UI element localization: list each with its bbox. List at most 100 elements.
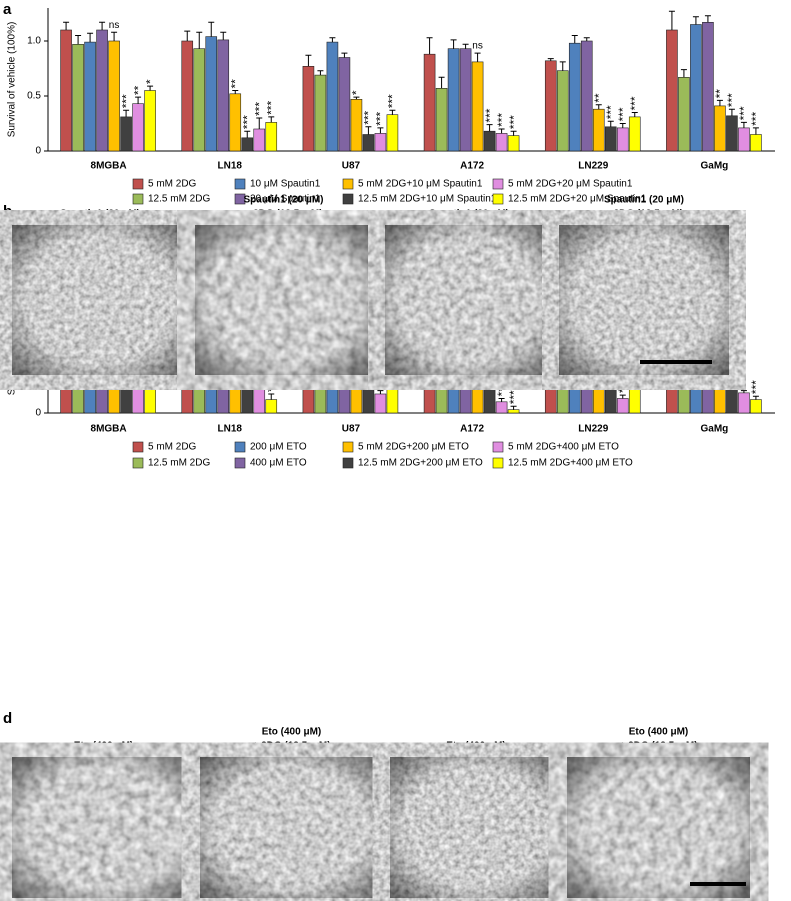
legend-label: 12.5 mM 2DG — [148, 458, 210, 469]
error-bar — [752, 395, 759, 400]
significance-label: *** — [737, 374, 751, 388]
bar — [483, 381, 496, 414]
legend-label: 12.5 mM 2DG+400 μM ETO — [508, 458, 633, 469]
error-bar — [704, 15, 711, 23]
significance-label: ** — [131, 85, 145, 95]
error-bar — [595, 104, 602, 110]
significance-label: ** — [725, 342, 739, 352]
bar — [544, 60, 557, 152]
bar — [447, 48, 460, 152]
category-label: LN18 — [218, 161, 243, 172]
bar — [592, 108, 605, 152]
error-bar — [740, 121, 747, 128]
micrograph-vignette — [12, 757, 195, 898]
significance-label: *** — [386, 94, 400, 108]
legend-swatch — [132, 441, 144, 453]
error-bar — [268, 116, 275, 123]
category-label: A172 — [460, 424, 484, 435]
error-bar — [208, 21, 215, 37]
error-bar — [583, 37, 590, 41]
error-bar — [196, 31, 203, 49]
image-header: + 2DG (12.5 mM) — [605, 209, 683, 220]
bar — [750, 399, 762, 414]
cell-line-label: U87 — [379, 818, 390, 837]
error-bar — [498, 128, 505, 134]
error-bar — [232, 90, 239, 94]
bar — [205, 36, 218, 152]
bar — [253, 128, 266, 152]
bar — [350, 99, 363, 152]
error-bar — [486, 124, 493, 132]
error-bar — [184, 30, 191, 41]
legend-swatch — [234, 441, 246, 453]
bar — [483, 130, 496, 152]
error-bar — [450, 39, 457, 49]
bar — [750, 134, 762, 152]
bar — [604, 126, 617, 152]
bar — [108, 40, 120, 152]
legend-swatch — [234, 178, 246, 190]
legend-swatch — [492, 178, 504, 190]
bar — [495, 133, 508, 152]
error-bar — [607, 120, 614, 127]
image-header: + 2DG (12.5 mM) — [252, 741, 330, 752]
significance-label: *** — [749, 112, 763, 126]
legend-swatch — [132, 193, 144, 205]
panel-label: a — [3, 1, 12, 18]
category-label: A172 — [460, 161, 484, 172]
error-bar — [559, 61, 566, 71]
bar — [459, 379, 472, 414]
legend-label: 12.5 mM 2DG+10 μM Spautin1 — [358, 194, 497, 205]
error-bar — [389, 380, 396, 383]
significance-label: ** — [228, 79, 242, 89]
bar — [507, 135, 520, 152]
significance-label: *** — [616, 107, 630, 121]
significance-label: *** — [495, 113, 509, 127]
legend-label: 12.5 mM 2DG+200 μM ETO — [358, 458, 483, 469]
y-axis-label: Survival of vehicle (100%) — [7, 22, 18, 138]
image-header: Spautin1 (20 μM) — [429, 209, 509, 220]
bar — [495, 401, 508, 414]
error-bar — [305, 54, 312, 67]
significance-label: *** — [737, 106, 751, 120]
panel-label: c — [3, 257, 11, 274]
significance-label: *** — [495, 382, 509, 396]
bar — [690, 24, 702, 152]
bar — [265, 122, 278, 152]
error-bar — [365, 126, 372, 135]
significance-label: *** — [374, 374, 388, 388]
bar — [556, 70, 569, 152]
category-label: 8MGBA — [91, 161, 127, 172]
bar — [386, 114, 399, 152]
bar — [628, 116, 641, 152]
significance-label: *** — [628, 96, 642, 110]
image-header: Spautin1 (20 μM) — [243, 195, 323, 206]
bar — [314, 74, 327, 152]
bar — [580, 40, 593, 152]
bar — [374, 393, 387, 414]
bar — [229, 93, 242, 152]
significance-label: ** — [713, 89, 727, 99]
bar — [362, 134, 375, 152]
error-bar — [474, 52, 481, 62]
bar — [386, 382, 399, 414]
significance-label: * — [143, 79, 157, 84]
error-bar — [220, 31, 227, 40]
bar — [471, 61, 484, 152]
error-bar — [329, 37, 336, 43]
error-bar — [510, 130, 517, 136]
error-bar — [631, 380, 638, 383]
micrograph-vignette — [385, 225, 553, 375]
significance-label: *** — [119, 94, 133, 108]
error-bar — [256, 383, 263, 388]
image-header: + 2DG (12.5 mM) — [619, 741, 697, 752]
error-bar — [619, 394, 626, 399]
category-label: LN18 — [218, 424, 243, 435]
significance-label: ** — [592, 93, 606, 103]
legend-swatch — [132, 457, 144, 469]
significance-label: *** — [507, 390, 521, 404]
error-bar — [571, 35, 578, 44]
legend-swatch — [492, 193, 504, 205]
y-tick-label: 1.0 — [27, 36, 41, 47]
